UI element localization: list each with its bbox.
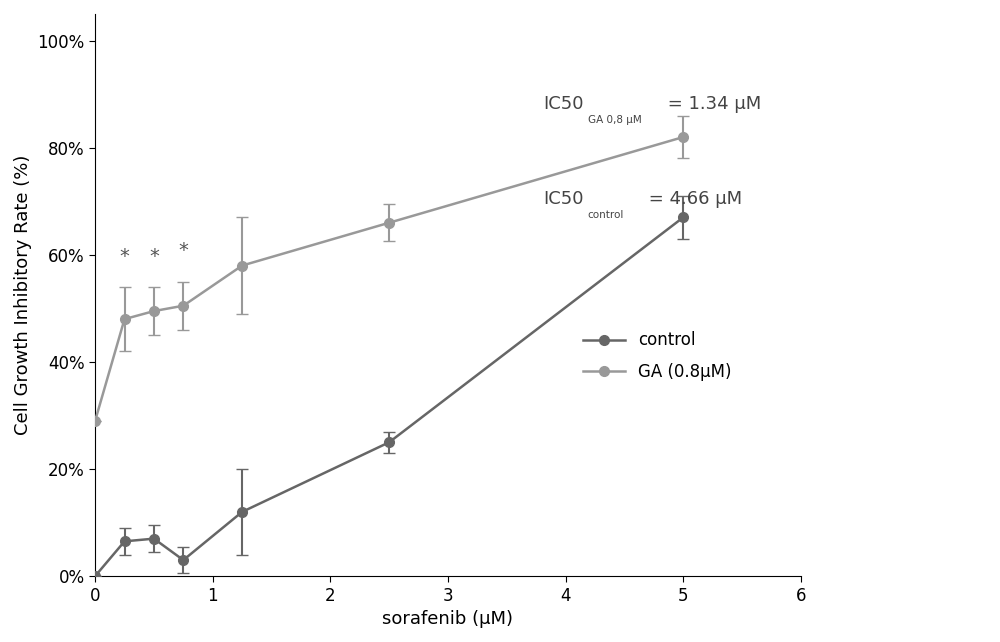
Text: *: *	[178, 241, 188, 260]
Text: *: *	[149, 247, 159, 266]
X-axis label: sorafenib (μM): sorafenib (μM)	[382, 610, 513, 628]
Text: = 4.66 μM: = 4.66 μM	[643, 191, 742, 209]
Text: IC50: IC50	[543, 95, 584, 113]
Text: control: control	[588, 210, 624, 220]
Text: = 1.34 μM: = 1.34 μM	[662, 95, 761, 113]
Text: IC50: IC50	[543, 191, 584, 209]
Legend: control, GA (0.8μM): control, GA (0.8μM)	[583, 331, 732, 381]
Text: GA 0,8 μM: GA 0,8 μM	[588, 114, 641, 125]
Y-axis label: Cell Growth Inhibitory Rate (%): Cell Growth Inhibitory Rate (%)	[14, 155, 32, 435]
Text: *: *	[120, 247, 129, 266]
